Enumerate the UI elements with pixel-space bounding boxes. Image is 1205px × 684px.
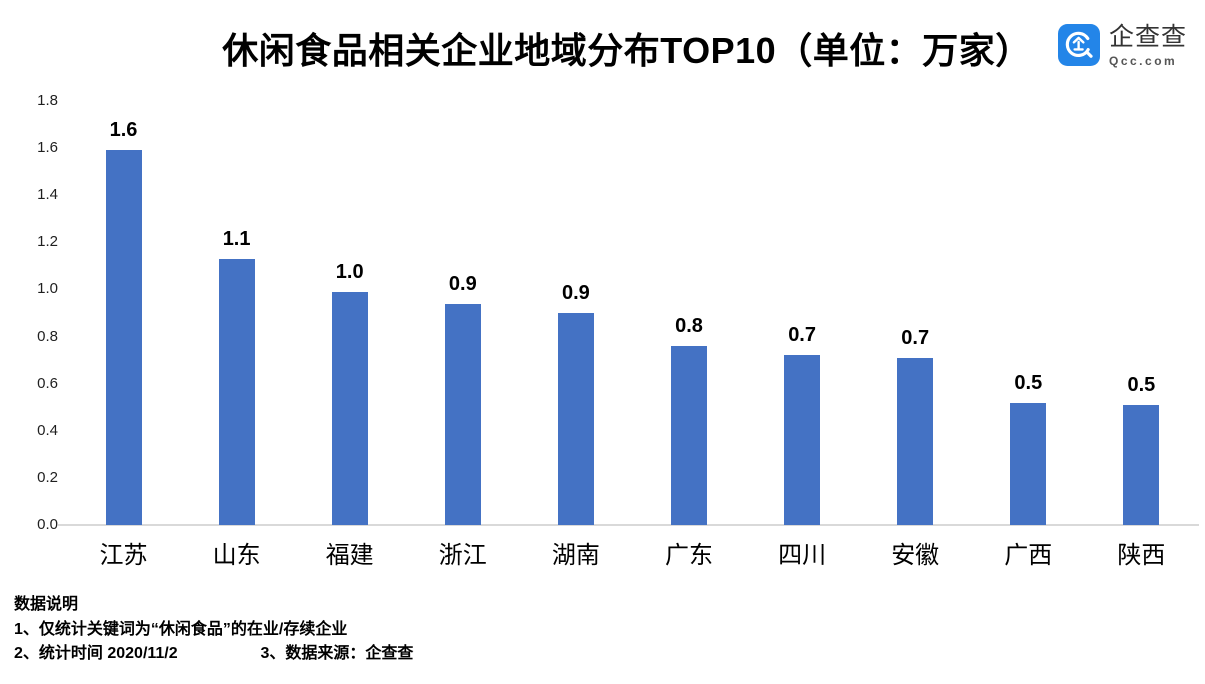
- bar-value-label: 0.9: [448, 272, 477, 295]
- y-axis-tick-label: 0.8: [37, 327, 58, 345]
- qcc-brand-domain: Qcc.com: [1109, 54, 1178, 68]
- x-axis-category-label: 山东: [212, 542, 261, 569]
- qcc-logo-text: 企查查 Qcc.com: [1109, 23, 1188, 69]
- bar: [105, 150, 142, 525]
- y-axis-tick-label: 1.2: [37, 233, 58, 251]
- bar: [557, 313, 594, 525]
- y-axis-tick-label: 0.2: [37, 468, 58, 486]
- bar: [897, 357, 934, 525]
- bar-value-label: 0.9: [561, 282, 590, 304]
- bar-value-label: 0.7: [788, 324, 816, 347]
- bar: [1123, 404, 1160, 525]
- footnote-2-source: 3、数据来源：企查查: [260, 645, 414, 662]
- bar-value-label: 1.0: [335, 260, 364, 283]
- bar: [784, 355, 821, 525]
- x-axis-category-label: 江苏: [99, 542, 148, 569]
- footnote-2-time: 2、统计时间 2020/11/2: [14, 645, 178, 662]
- y-axis-tick-label: 1.0: [37, 280, 58, 298]
- qcc-logo: 企查查 Qcc.com: [1058, 24, 1187, 68]
- x-axis-category-label: 广西: [1004, 542, 1053, 569]
- bar-value-label: 0.5: [1014, 371, 1043, 394]
- x-axis-category-label: 安徽: [891, 542, 940, 569]
- bar-value-label: 0.7: [901, 326, 930, 349]
- qcc-logo-icon: [1058, 24, 1100, 66]
- footnote-1: 1、仅统计关键词为“休闲食品”的在业/存续企业: [14, 620, 348, 638]
- bar-value-label: 0.8: [675, 314, 703, 337]
- bar-value-label: 0.5: [1127, 373, 1156, 396]
- bar: [218, 258, 255, 525]
- x-axis-category-label: 四川: [778, 542, 827, 569]
- bar: [331, 291, 368, 525]
- bar-value-label: 1.6: [109, 119, 138, 142]
- y-axis-tick-label: 0.6: [37, 374, 58, 392]
- footnotes: 数据说明 1、仅统计关键词为“休闲食品”的在业/存续企业 2、统计时间 2020…: [14, 593, 413, 667]
- chart-title: 休闲食品相关企业地域分布TOP10（单位：万家）: [222, 30, 1032, 71]
- qcc-brand-name: 企查查: [1109, 23, 1188, 51]
- y-axis-tick-label: 1.4: [37, 186, 58, 204]
- x-axis-category-label: 福建: [325, 542, 374, 569]
- y-axis-tick-label: 1.6: [37, 139, 58, 157]
- x-axis-category-label: 湖南: [551, 542, 600, 569]
- footnote-2: 2、统计时间 2020/11/2 3、数据来源：企查查: [14, 642, 413, 667]
- bar-value-label: 1.1: [222, 227, 251, 250]
- x-axis-category-label: 浙江: [438, 542, 487, 569]
- x-axis-category-label: 陕西: [1117, 542, 1166, 569]
- y-axis-tick-label: 0.4: [37, 421, 58, 439]
- bar: [1010, 402, 1047, 525]
- x-axis-category-label: 广东: [665, 542, 713, 569]
- bar: [444, 303, 481, 525]
- y-axis-tick-label: 1.8: [37, 92, 58, 109]
- bar: [671, 345, 707, 525]
- x-axis-line: [58, 524, 1199, 526]
- y-axis-tick-label: 0.0: [37, 516, 58, 533]
- footnote-heading: 数据说明: [14, 596, 79, 613]
